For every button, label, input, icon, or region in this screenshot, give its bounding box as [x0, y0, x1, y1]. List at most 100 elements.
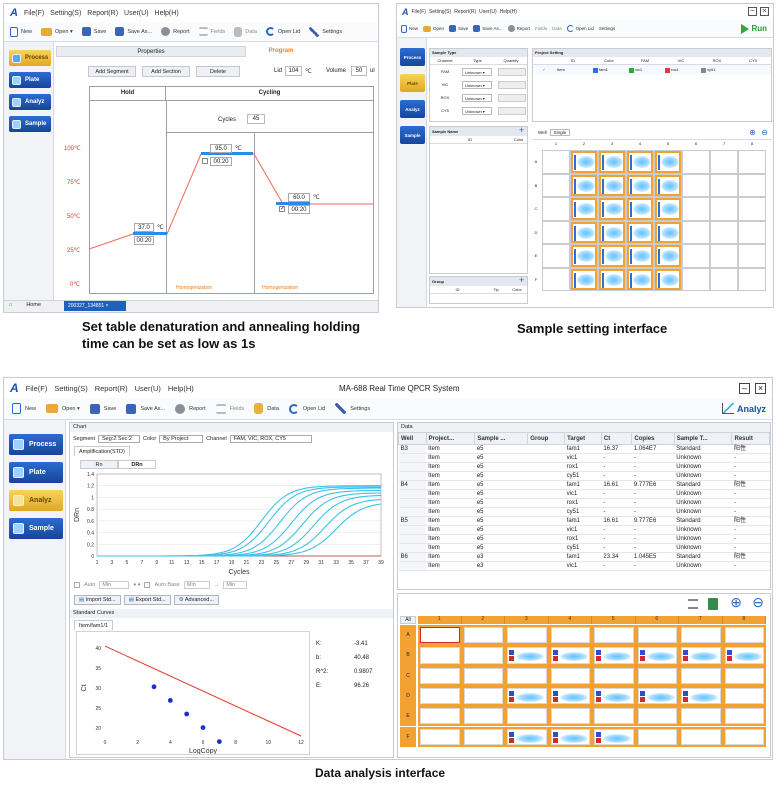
data-button-2[interactable]: Data: [552, 26, 562, 31]
plate-well[interactable]: [626, 244, 654, 268]
plate-row-header[interactable]: A: [400, 625, 416, 646]
table-column-header[interactable]: Target: [564, 432, 602, 445]
menu-report-3[interactable]: Report(R): [94, 383, 128, 393]
project-cell[interactable]: cy51: [699, 65, 735, 75]
plate-col-header[interactable]: 5: [592, 616, 636, 624]
anneal-time-input[interactable]: 00:20: [288, 205, 310, 214]
plate-well[interactable]: [461, 706, 505, 727]
plate-well[interactable]: [710, 150, 738, 174]
project-cell[interactable]: rox1: [663, 65, 699, 75]
plate-well[interactable]: [738, 173, 766, 197]
table-row[interactable]: B5 Item e5 fam1 16.61 9.777E6 Standard 阳性: [398, 516, 770, 526]
hold-temp-input[interactable]: 37.0: [134, 223, 154, 232]
volume-input[interactable]: 50: [351, 66, 367, 76]
table-column-header[interactable]: Sample ...: [474, 432, 529, 445]
plate-well[interactable]: [654, 173, 682, 197]
list-view-icon[interactable]: [688, 599, 698, 609]
plate-well[interactable]: [654, 197, 682, 221]
plate-well[interactable]: [418, 706, 462, 727]
plate-well[interactable]: [635, 685, 679, 707]
plate-well[interactable]: [592, 645, 636, 666]
sidebar-item-process-3[interactable]: Process: [9, 434, 63, 455]
data-button-3[interactable]: Data: [254, 403, 279, 414]
plate-well[interactable]: [548, 706, 592, 727]
home-tab[interactable]: ⌂ Home: [9, 302, 41, 308]
sidebar-item-plate[interactable]: Plate: [9, 72, 51, 88]
fields-button-3[interactable]: Fields: [215, 403, 244, 414]
advanced-button[interactable]: ⚙ Advanced...: [173, 595, 219, 605]
open-button-3[interactable]: Open ▾: [46, 404, 80, 413]
table-row[interactable]: Item e5 vic1- - Unknown -: [398, 453, 770, 463]
plate-well[interactable]: [461, 665, 505, 686]
fields-button-2[interactable]: Fields: [535, 26, 548, 31]
plate-well[interactable]: [570, 150, 598, 174]
plate-well[interactable]: [548, 625, 592, 646]
auto-base-min-input[interactable]: Min: [183, 581, 210, 589]
zoom-in-icon[interactable]: ⊕: [730, 594, 742, 610]
plate-well[interactable]: [654, 220, 682, 244]
close-icon[interactable]: ×: [105, 303, 109, 309]
plate-well[interactable]: [542, 173, 570, 197]
sidebar-item-analyz-3[interactable]: Analyz: [9, 490, 63, 511]
plate-well[interactable]: [722, 625, 766, 646]
type-select[interactable]: Unknown ▾: [462, 80, 492, 89]
table-row[interactable]: B3 Item e5 fam1 16.37 1.064E7 Standard 阳性: [398, 444, 770, 454]
menu-report-2[interactable]: Report(R): [454, 9, 477, 15]
open-lid-button[interactable]: Open Lid: [265, 27, 300, 36]
sidebar-item-sample-3[interactable]: Sample: [9, 518, 63, 539]
plate-well[interactable]: [626, 267, 654, 291]
plate-well[interactable]: [626, 197, 654, 221]
plate-well[interactable]: [505, 706, 549, 727]
type-select[interactable]: Unknown ▾: [462, 67, 492, 76]
table-row[interactable]: Item e5 rox1- - Unknown -: [398, 462, 770, 472]
plate-well[interactable]: [548, 665, 592, 686]
sidebar-item-analyz[interactable]: Analyz: [9, 94, 51, 110]
table-row[interactable]: B4 Item e5 fam1 16.61 9.777E6 Standard 阳性: [398, 480, 770, 490]
plate-well[interactable]: [738, 150, 766, 174]
plate-well[interactable]: [505, 726, 549, 747]
table-column-header[interactable]: Well: [398, 432, 427, 445]
report-button-3[interactable]: Report: [175, 403, 206, 414]
plate-row-header[interactable]: B: [400, 645, 416, 666]
tab-drn[interactable]: DRn: [118, 460, 156, 469]
plate-well[interactable]: [548, 645, 592, 666]
tab-properties[interactable]: Properties: [56, 46, 246, 57]
tab-rn[interactable]: Rn: [80, 460, 118, 469]
plate-well[interactable]: [570, 267, 598, 291]
save-as-button-2[interactable]: Save As...: [473, 25, 503, 32]
plate-well[interactable]: [710, 220, 738, 244]
plate-well[interactable]: [461, 685, 505, 707]
save-as-button[interactable]: Save As...: [115, 27, 152, 36]
plate-all-button[interactable]: All: [400, 616, 416, 624]
plate-well[interactable]: [548, 685, 592, 707]
open-button[interactable]: Open ▾: [41, 27, 73, 36]
minimize-button-3[interactable]: –: [739, 383, 750, 394]
plate-row-header[interactable]: F: [400, 726, 416, 747]
quantity-input[interactable]: [498, 93, 526, 102]
plate-well[interactable]: [679, 645, 723, 666]
table-row[interactable]: B6 Item e3 fam1 23.34 1.045E5 Standard 阳性: [398, 552, 770, 562]
plate-well[interactable]: [738, 197, 766, 221]
tab-program[interactable]: Program: [268, 48, 294, 54]
menu-user-3[interactable]: User(U): [134, 383, 161, 393]
segment-select[interactable]: Seg:2 Sec:2: [98, 434, 141, 443]
plate-row-header[interactable]: D: [400, 685, 416, 707]
menu-file-3[interactable]: File(F): [25, 383, 48, 393]
plate-well[interactable]: [598, 267, 626, 291]
table-row[interactable]: Item e5 rox1- - Unknown -: [398, 498, 770, 508]
hold-time-input[interactable]: 00:20: [134, 236, 154, 245]
table-column-header[interactable]: Project...: [425, 432, 476, 445]
close-button[interactable]: ×: [760, 7, 769, 16]
plate-well[interactable]: [710, 173, 738, 197]
plate-well[interactable]: [710, 244, 738, 268]
sample-name-add-icon[interactable]: +: [519, 125, 525, 135]
plate-well[interactable]: [570, 197, 598, 221]
quantity-input[interactable]: [498, 80, 526, 89]
export-plate-icon[interactable]: [708, 598, 718, 610]
document-tab[interactable]: 200327_134851 ×: [64, 301, 126, 311]
plate-well[interactable]: [598, 173, 626, 197]
run-button[interactable]: Run: [741, 23, 767, 34]
plate-well[interactable]: [418, 726, 462, 747]
plate-well[interactable]: [722, 726, 766, 747]
plate-well[interactable]: [592, 665, 636, 686]
